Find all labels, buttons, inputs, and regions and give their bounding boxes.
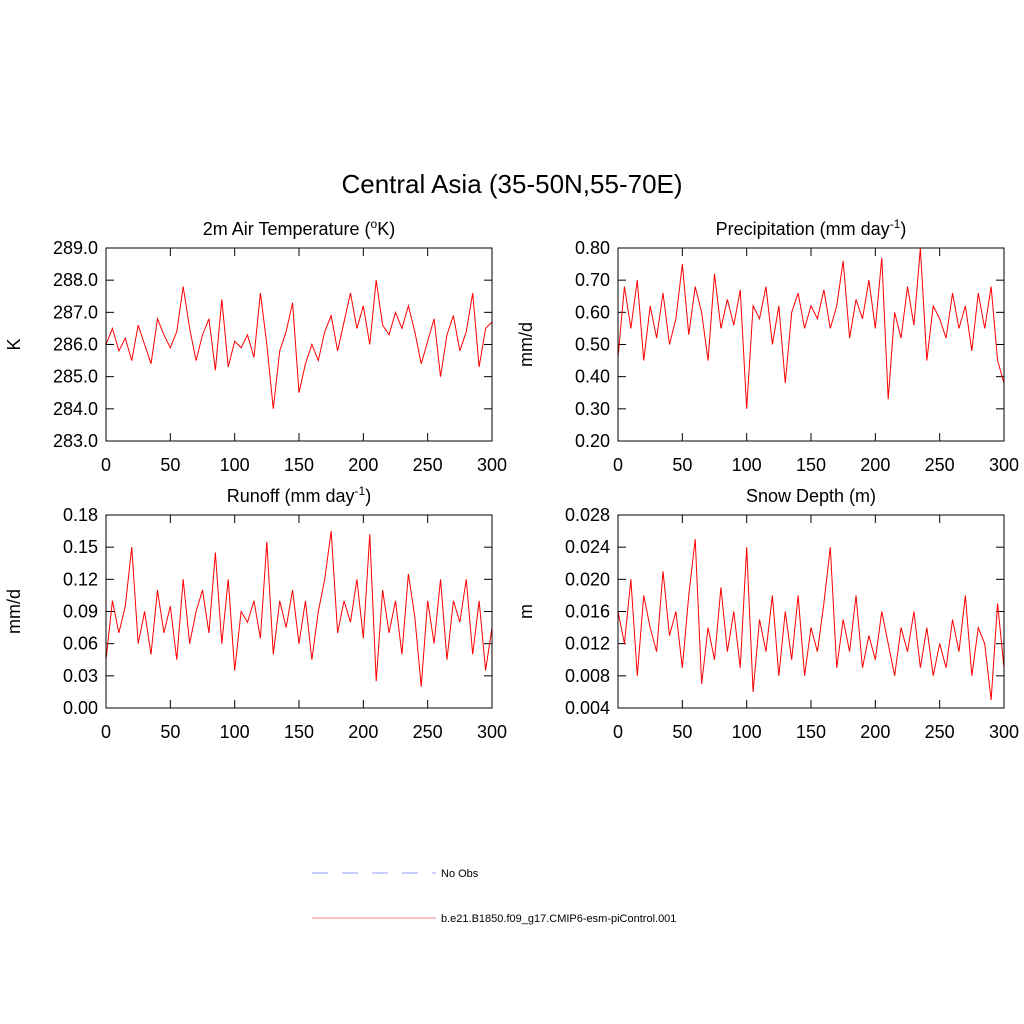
plot-frame (617, 514, 1005, 709)
x-tick-label: 300 (989, 722, 1019, 742)
x-tick-label: 300 (477, 722, 507, 742)
plot-frame (105, 247, 493, 442)
x-tick-label: 200 (348, 455, 378, 475)
legend-label: b.e21.B1850.f09_g17.CMIP6-esm-piControl.… (441, 913, 676, 925)
y-tick-label: 0.06 (63, 634, 98, 654)
plot-frame (105, 514, 493, 709)
x-tick-label: 50 (160, 722, 180, 742)
y-tick-label: 0.00 (63, 698, 98, 718)
x-tick-label: 0 (101, 455, 111, 475)
panel-title: 2m Air Temperature (oK) (203, 217, 395, 239)
x-tick-label: 200 (348, 722, 378, 742)
y-axis-label: m (516, 604, 536, 619)
title-part: Runoff (mm day (227, 486, 355, 506)
x-tick-label: 100 (732, 455, 762, 475)
y-tick-label: 0.50 (575, 335, 610, 355)
y-axis-label: mm/d (4, 589, 24, 634)
y-tick-label: 0.03 (63, 666, 98, 686)
y-tick-label: 288.0 (53, 270, 98, 290)
y-tick-label: 0.60 (575, 302, 610, 322)
y-tick-label: 0.15 (63, 537, 98, 557)
title-part: K) (377, 219, 395, 239)
data-line (617, 539, 1005, 701)
title-part: ) (900, 219, 906, 239)
y-tick-label: 0.024 (565, 537, 610, 557)
x-tick-label: 0 (613, 722, 623, 742)
data-line (105, 280, 493, 409)
x-tick-label: 150 (284, 455, 314, 475)
x-tick-label: 250 (925, 455, 955, 475)
x-tick-label: 250 (413, 722, 443, 742)
title-part: Snow Depth (m) (746, 486, 876, 506)
y-tick-label: 0.016 (565, 602, 610, 622)
panel-title: Snow Depth (m) (746, 486, 876, 506)
y-tick-label: 0.70 (575, 270, 610, 290)
y-tick-label: 0.09 (63, 602, 98, 622)
y-tick-label: 0.020 (565, 569, 610, 589)
y-tick-label: 0.40 (575, 367, 610, 387)
title-part: Precipitation (mm day (716, 219, 890, 239)
data-line (105, 531, 493, 687)
panel-title: Runoff (mm day-1) (227, 484, 371, 506)
x-tick-label: 100 (220, 722, 250, 742)
title-part: 2m Air Temperature ( (203, 219, 371, 239)
title-part: ) (365, 486, 371, 506)
x-tick-label: 50 (672, 722, 692, 742)
y-tick-label: 0.20 (575, 431, 610, 451)
title-part: -1 (355, 484, 366, 498)
x-tick-label: 100 (732, 722, 762, 742)
x-tick-label: 250 (925, 722, 955, 742)
y-tick-label: 285.0 (53, 367, 98, 387)
y-tick-label: 286.0 (53, 335, 98, 355)
y-tick-label: 284.0 (53, 399, 98, 419)
y-tick-label: 287.0 (53, 302, 98, 322)
panel-title: Precipitation (mm day-1) (716, 217, 907, 239)
legend-label: No Obs (441, 868, 479, 880)
x-tick-label: 200 (860, 722, 890, 742)
data-line (617, 247, 1005, 409)
x-tick-label: 0 (101, 722, 111, 742)
y-tick-label: 0.12 (63, 569, 98, 589)
y-tick-label: 0.18 (63, 505, 98, 525)
y-axis-label: mm/d (516, 322, 536, 367)
y-tick-label: 289.0 (53, 238, 98, 258)
y-tick-label: 0.008 (565, 666, 610, 686)
x-tick-label: 300 (477, 455, 507, 475)
plot-frame (617, 247, 1005, 442)
y-tick-label: 0.80 (575, 238, 610, 258)
x-tick-label: 300 (989, 455, 1019, 475)
x-tick-label: 150 (796, 722, 826, 742)
y-tick-label: 283.0 (53, 431, 98, 451)
x-tick-label: 50 (160, 455, 180, 475)
y-tick-label: 0.30 (575, 399, 610, 419)
x-tick-label: 250 (413, 455, 443, 475)
figure-title: Central Asia (35-50N,55-70E) (341, 169, 682, 199)
y-axis-label: K (4, 338, 24, 350)
x-tick-label: 100 (220, 455, 250, 475)
x-tick-label: 200 (860, 455, 890, 475)
y-tick-label: 0.028 (565, 505, 610, 525)
x-tick-label: 150 (284, 722, 314, 742)
x-tick-label: 50 (672, 455, 692, 475)
title-part: -1 (890, 217, 901, 231)
x-tick-label: 0 (613, 455, 623, 475)
title-part: o (371, 217, 378, 231)
y-tick-label: 0.004 (565, 698, 610, 718)
y-tick-label: 0.012 (565, 634, 610, 654)
x-tick-label: 150 (796, 455, 826, 475)
